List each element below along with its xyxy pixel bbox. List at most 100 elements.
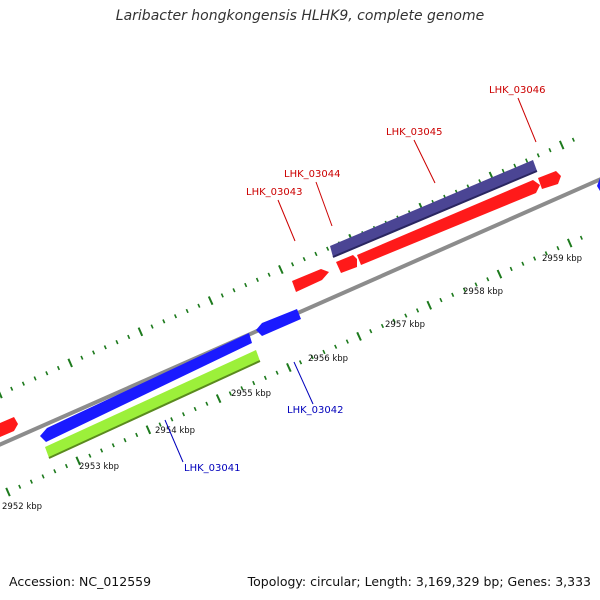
tick-mark xyxy=(173,314,178,319)
label-lhk-03044: LHK_03044 xyxy=(284,169,340,180)
tick-mark xyxy=(290,262,295,267)
tick-mark xyxy=(145,425,152,435)
tick-mark xyxy=(509,266,513,272)
tick-mark xyxy=(162,319,166,324)
tick-mark xyxy=(123,437,127,443)
gene-left-edge[interactable] xyxy=(0,417,18,437)
tick-mark xyxy=(240,386,244,391)
tick-mark xyxy=(255,277,259,283)
tick-mark xyxy=(205,401,209,406)
tick-mark xyxy=(67,358,73,368)
scale-label-2953: 2953 kbp xyxy=(79,462,119,472)
genome-backbone xyxy=(0,177,600,447)
label-lhk-03042: LHK_03042 xyxy=(287,405,343,416)
scale-label-2958: 2958 kbp xyxy=(463,287,503,297)
forward-cds-bar[interactable] xyxy=(330,160,537,257)
tick-mark xyxy=(426,300,433,310)
gene-lhk-03046[interactable] xyxy=(538,171,561,189)
gene-lhk-03041[interactable] xyxy=(40,333,252,442)
tick-mark xyxy=(64,463,69,469)
tick-mark xyxy=(392,318,396,323)
tick-mark xyxy=(462,287,466,292)
tick-mark xyxy=(356,331,362,341)
tick-mark xyxy=(103,345,107,350)
scale-label-2952: 2952 kbp xyxy=(2,502,42,512)
gene-lhk-03042[interactable] xyxy=(256,309,301,336)
tick-mark xyxy=(185,308,189,314)
scale-label-2957: 2957 kbp xyxy=(385,320,425,330)
tick-mark xyxy=(263,375,267,381)
tick-mark xyxy=(220,293,224,298)
map-title: Laribacter hongkongensis HLHK9, complete… xyxy=(115,8,485,24)
tick-mark xyxy=(137,327,144,337)
scale-label-2959: 2959 kbp xyxy=(542,254,582,264)
scale-label-2956: 2956 kbp xyxy=(308,354,348,364)
tick-mark xyxy=(278,264,284,275)
tick-mark xyxy=(380,323,385,329)
tick-mark xyxy=(439,297,443,303)
tick-mark xyxy=(566,238,573,248)
tick-mark xyxy=(215,394,222,404)
tick-mark xyxy=(267,272,271,277)
tick-mark xyxy=(298,360,303,365)
tick-mark xyxy=(314,251,318,257)
tick-mark xyxy=(513,163,517,168)
tick-mark xyxy=(579,235,583,240)
tick-mark xyxy=(10,386,14,391)
leader-lhk-03045 xyxy=(413,139,436,184)
label-lhk-03043: LHK_03043 xyxy=(246,187,302,198)
tick-mark xyxy=(345,339,349,344)
tick-mark xyxy=(558,140,565,150)
tick-mark xyxy=(244,282,248,288)
tick-mark xyxy=(326,246,330,251)
tick-mark xyxy=(181,412,186,417)
tick-mark xyxy=(111,443,115,448)
tick-mark xyxy=(53,469,57,474)
tick-mark xyxy=(127,334,131,340)
tick-mark xyxy=(404,313,408,318)
tick-mark xyxy=(193,406,197,412)
tick-mark xyxy=(302,256,306,262)
tick-mark xyxy=(369,329,373,334)
tick-mark xyxy=(556,245,560,251)
tick-mark xyxy=(536,153,540,158)
tick-mark xyxy=(170,417,174,422)
tick-mark xyxy=(275,370,279,375)
tick-mark xyxy=(451,292,455,298)
reverse-cds-bar-edge xyxy=(48,360,261,459)
tick-mark xyxy=(474,282,478,287)
tick-mark xyxy=(228,391,232,396)
gene-lhk-03043[interactable] xyxy=(292,269,329,292)
tick-mark xyxy=(135,432,139,438)
tick-mark xyxy=(41,474,45,479)
gene-lhk-03044[interactable] xyxy=(336,255,357,273)
leader-lhk-03041 xyxy=(164,419,184,463)
leader-lhk-03043 xyxy=(277,199,296,242)
label-lhk-03041: LHK_03041 xyxy=(184,463,240,474)
scale-label-2954: 2954 kbp xyxy=(155,426,195,436)
tick-mark xyxy=(525,158,529,163)
label-lhk-03045: LHK_03045 xyxy=(386,127,442,138)
leader-lhk-03042 xyxy=(293,361,314,405)
tick-mark xyxy=(21,381,25,386)
tick-mark xyxy=(33,376,37,381)
tick-mark xyxy=(286,362,292,373)
tick-mark xyxy=(548,147,552,153)
tick-mark xyxy=(115,339,119,345)
tick-mark xyxy=(322,349,326,355)
reverse-cds-bar[interactable] xyxy=(45,350,260,458)
leader-lhk-03046 xyxy=(517,97,537,143)
tick-mark xyxy=(232,288,236,293)
gene-right-edge[interactable] xyxy=(597,178,600,191)
tick-mark xyxy=(75,456,81,466)
gene-lhk-03045[interactable] xyxy=(357,180,540,265)
tick-mark xyxy=(45,371,49,376)
tick-mark xyxy=(486,277,490,282)
tick-mark xyxy=(80,355,84,360)
tick-mark xyxy=(88,453,92,458)
tick-mark xyxy=(501,168,505,174)
tick-mark xyxy=(5,487,11,497)
tick-mark xyxy=(56,365,61,371)
scale-label-2955: 2955 kbp xyxy=(231,389,271,399)
